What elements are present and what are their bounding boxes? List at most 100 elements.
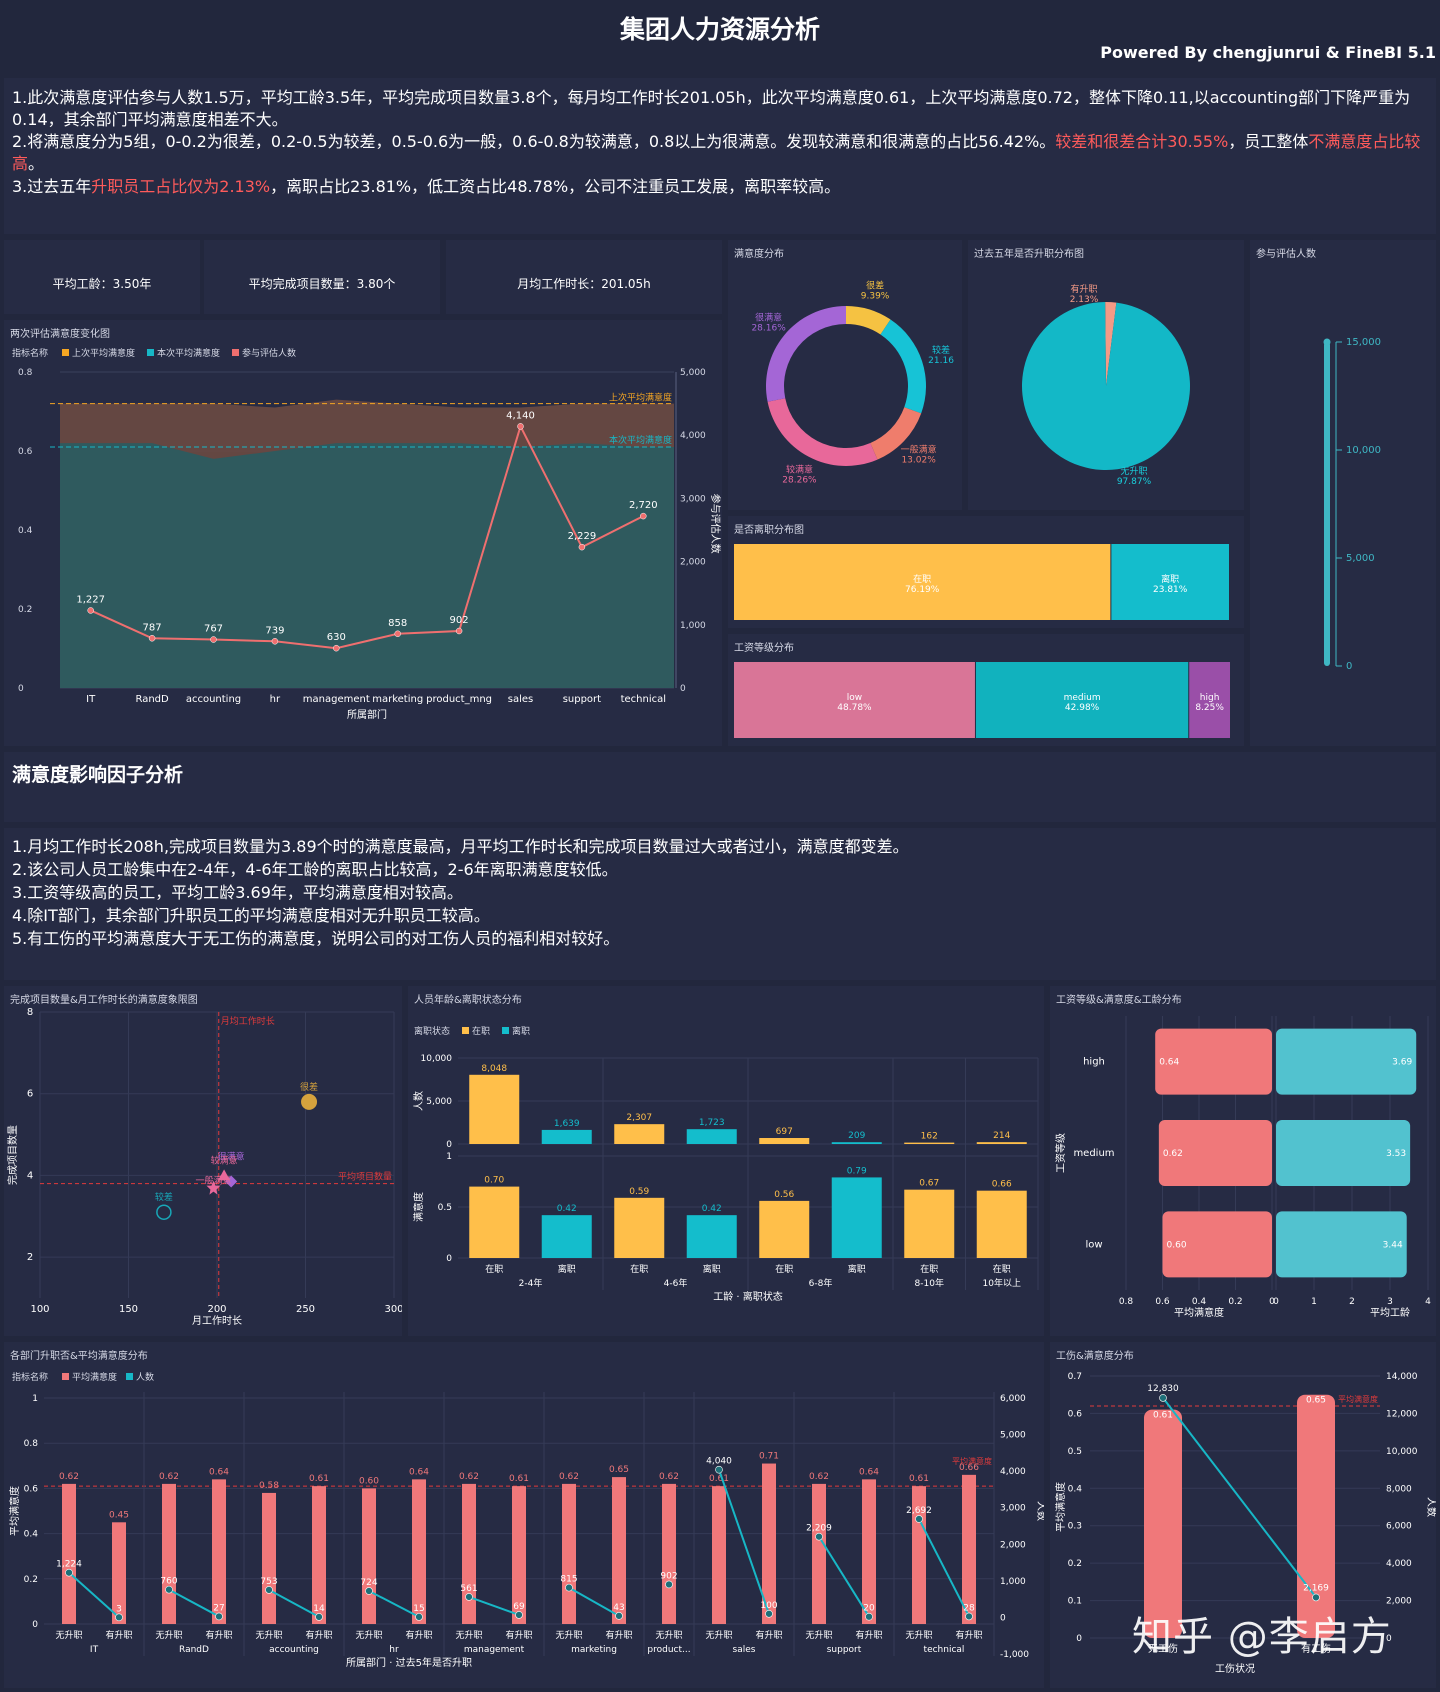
y-tick-label: 0.6: [24, 1484, 39, 1494]
chart-participants-panel: 参与评估人数 0 5,000 10,000 15,000: [1250, 240, 1436, 746]
count-line: [818, 1536, 870, 1618]
y-tick-label: 0.8: [18, 368, 33, 378]
group-label: 2-4年: [519, 1277, 543, 1289]
chart-title: 是否离职分布图: [734, 525, 804, 536]
count-bar: [686, 1129, 737, 1144]
sat-label: 0.62: [459, 1472, 479, 1482]
gauge-tick-label: 5,000: [1346, 553, 1375, 564]
y2-tick-label: 0: [1000, 1613, 1006, 1623]
x-axis-label: 所属部门 · 过去5年是否升职: [346, 1656, 472, 1669]
count-label: 739: [265, 625, 284, 636]
chart-satisfaction-donut-panel: 满意度分布 很差 9.39% 较差 21.16 一般满意 13.02% 较满意 28.26% 很…: [728, 240, 962, 510]
chart-tenure-panel: 人员年龄&离职状态分布 离职状态 在职 离职 0 5,000 10,000 0 0.5 1 8,0…: [408, 986, 1044, 1336]
y-tick-label: 0.6: [18, 447, 33, 457]
chart-title: 参与评估人数: [1256, 249, 1316, 260]
count-line: [68, 1571, 120, 1619]
legend-swatch: [126, 1373, 133, 1380]
y-tick-label: 1: [32, 1394, 38, 1404]
x-tick-label: marketing: [372, 694, 423, 705]
count-label: 1,723: [699, 1118, 725, 1128]
sat-bar: [812, 1483, 826, 1624]
sat-label: 0.61: [1153, 1411, 1173, 1421]
x-tick-label: 3: [1387, 1297, 1393, 1307]
y-axis-label: 完成项目数量: [6, 1125, 19, 1185]
count-label: 14: [313, 1604, 325, 1614]
legend-item: 本次平均满意度: [157, 347, 220, 359]
x-tick-label: 无升职: [55, 1630, 82, 1641]
legend-swatch: [502, 1027, 509, 1034]
sat-label: 0.66: [992, 1180, 1012, 1190]
count-label: 8,048: [481, 1064, 507, 1074]
segment-name: medium: [1064, 693, 1101, 703]
section2-title: 满意度影响因子分析: [12, 764, 184, 786]
x-tick-label: 0.8: [1119, 1297, 1134, 1307]
count-line: [1162, 1397, 1317, 1599]
y-axis-label: 人数: [412, 1091, 425, 1111]
slice-label: 28.26%: [782, 476, 817, 486]
slice-name: 较差: [932, 344, 950, 356]
sat-bar: [541, 1215, 592, 1258]
count-point: [815, 1532, 823, 1541]
sat-bar: [686, 1215, 737, 1258]
x-tick-label: 有升职: [755, 1629, 782, 1641]
sat-bar: [759, 1200, 810, 1258]
chart-dept-satisfaction-panel: 两次评估满意度变化图 指标名称 上次平均满意度 本次平均满意度 参与评估人数 0 0.2 0…: [4, 320, 722, 746]
sat-label: 0.65: [609, 1465, 629, 1475]
x-tick-label: 有工伤: [1301, 1642, 1331, 1655]
slice-label: 9.39%: [861, 291, 890, 301]
count-point: [455, 627, 463, 635]
y-tick-label: 0.2: [18, 605, 32, 615]
sat-bar: [469, 1186, 520, 1258]
summary-line-2a: 2.将满意度分为5组，0-0.2为很差，0.2-0.5为较差，0.5-0.6为一…: [12, 132, 1056, 151]
group-label: sales: [733, 1645, 756, 1655]
chart-title: 各部门升职否&平均满意度分布: [10, 1351, 148, 1362]
section2-title-panel: 满意度影响因子分析: [4, 752, 1436, 822]
kpi-hours: 月均工作时长：201.05h: [517, 277, 651, 291]
y2-tick-label: 3,000: [680, 494, 706, 504]
x-tick-label: 100: [30, 1304, 49, 1315]
y2-tick-label: 1,000: [1000, 1577, 1026, 1587]
count-label: 4,140: [506, 410, 535, 421]
count-label: 561: [460, 1584, 477, 1594]
slice-label: 13.02%: [901, 456, 936, 466]
sat-label: 0.62: [59, 1472, 79, 1482]
summary-line-2c: ，员工整体: [1228, 132, 1309, 151]
count-point: [315, 1613, 323, 1621]
count-label: 162: [921, 1132, 938, 1142]
count-label: 787: [143, 622, 162, 633]
y-tick-label: 1: [446, 1152, 452, 1162]
sat-label: 0.71: [759, 1452, 779, 1462]
count-label: 69: [513, 1602, 525, 1612]
section2-text-panel: 1.月均工作时长208h,完成项目数量为3.89个时的满意度最高，月平均工作时长…: [4, 828, 1436, 980]
count-label: 858: [388, 618, 407, 629]
sat-bar: [412, 1479, 426, 1624]
group-label: accounting: [269, 1645, 319, 1655]
kpi-tenure: 平均工龄：3.50年: [52, 277, 152, 291]
legend-swatch: [462, 1027, 469, 1034]
x-tick-label: 在职: [630, 1263, 648, 1275]
x-tick-label: accounting: [186, 694, 241, 705]
count-label: 697: [776, 1127, 793, 1137]
summary-panel: 1.此次满意度评估参与人数1.5万，平均工龄3.5年，平均完成项目数量3.8个，…: [4, 78, 1436, 234]
count-point: [615, 1612, 623, 1620]
sat-bar: [212, 1479, 226, 1624]
count-bar: [831, 1142, 882, 1144]
count-point: [210, 636, 217, 643]
point-label: 较差: [155, 1191, 173, 1203]
y2-tick-label: 6,000: [1000, 1394, 1026, 1404]
count-point: [665, 1580, 673, 1589]
y2-tick-label: 8,000: [1386, 1484, 1412, 1494]
sat-bar: [862, 1479, 876, 1624]
y-tick-label: 0.4: [18, 526, 33, 536]
powered-by: Powered By chengjunrui & FineBI 5.1: [1100, 43, 1436, 62]
y-tick-label: 0.5: [438, 1203, 452, 1213]
legend-item: 上次平均满意度: [72, 347, 135, 359]
point-1: [156, 1204, 172, 1220]
slice-name: 无升职: [1120, 466, 1147, 477]
chart-title: 工资等级&满意度&工龄分布: [1056, 995, 1182, 1006]
x-tick-label: 0.6: [1155, 1297, 1170, 1307]
sat-label: 0.79: [847, 1166, 867, 1176]
point-label: 很差: [300, 1081, 318, 1093]
count-bar: [976, 1142, 1027, 1144]
legend-swatch: [62, 349, 69, 356]
